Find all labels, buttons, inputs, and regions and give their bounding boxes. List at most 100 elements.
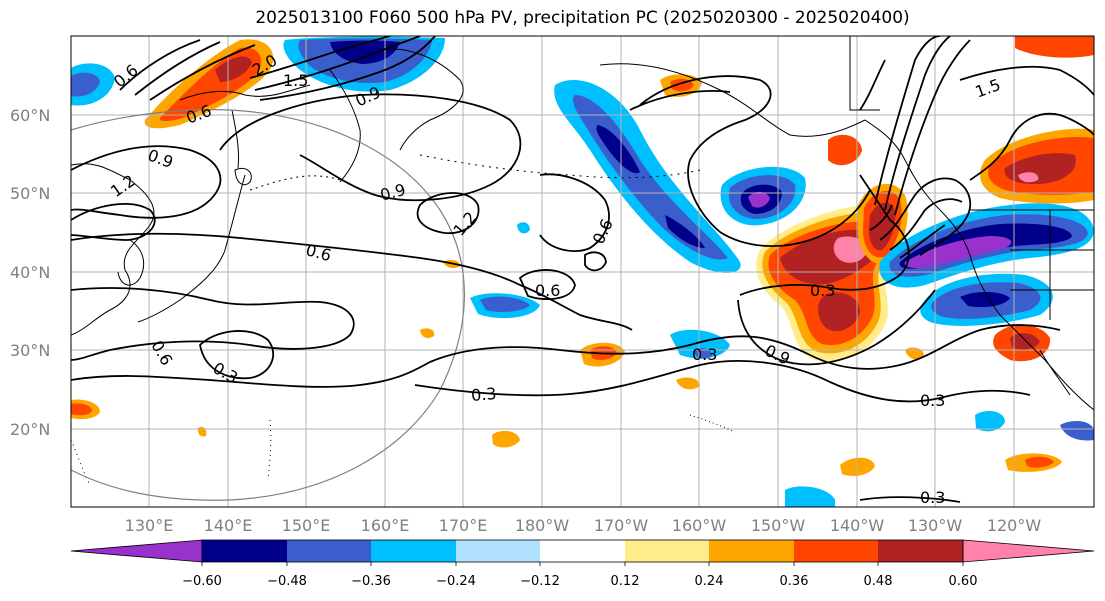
lat-tick-label: 20°N	[10, 420, 50, 439]
reference-circle	[71, 109, 465, 501]
colorbar-tick-label: −0.48	[267, 574, 307, 589]
pv-contour-0.6-east	[739, 174, 910, 296]
lon-tick-label: 160°W	[672, 516, 727, 535]
coast-alaska	[599, 63, 866, 137]
lon-tick-label: 150°W	[751, 516, 806, 535]
pos-cell-165e-n	[420, 328, 435, 338]
neg-nw-top-core	[330, 40, 400, 64]
pv-contour-trough-5	[889, 198, 963, 251]
pv-contour-0.3-s-east	[859, 496, 961, 503]
pv-contour-0.6-aleut	[539, 173, 610, 252]
lon-tick-label: 170°W	[594, 516, 649, 535]
neg-south-core	[960, 291, 1010, 308]
pos-ne-corner	[1015, 36, 1094, 58]
pos-canada-pink	[1018, 172, 1039, 183]
colorbar-segment	[202, 540, 287, 562]
colorbar-segment	[540, 540, 625, 562]
colorbar-segment	[287, 540, 371, 562]
neg-band-core	[596, 125, 640, 174]
coast-okhotsk	[179, 84, 311, 101]
pv-contours	[71, 36, 1094, 503]
pv-contour-trough-1	[874, 36, 941, 206]
coast-bc	[864, 119, 971, 256]
neg-cell-120w-s	[1060, 420, 1094, 441]
lon-tick-label: 150°E	[282, 516, 331, 535]
pv-contour-1.5-ne	[959, 65, 1094, 96]
pv-contour-1.2-west	[71, 203, 156, 241]
map-title: 2025013100 F060 500 hPa PV, precipitatio…	[255, 8, 910, 28]
pos-blob-140w-south-dark	[817, 292, 860, 332]
pos-cell-175w-s	[492, 430, 520, 448]
lon-tick-label: 160°E	[361, 516, 410, 535]
colorbar-tick-label: 0.60	[949, 574, 978, 589]
colorbar-tick-label: −0.36	[351, 574, 391, 589]
pv-contour-0.3-south	[414, 360, 1031, 403]
contour-label: 0.6	[535, 281, 560, 300]
contour-label: 0.3	[470, 384, 497, 405]
neg-coast-purple	[904, 236, 1012, 269]
lon-tick-label: 170°E	[439, 516, 488, 535]
colorbar-segment	[794, 540, 878, 562]
pv-contour-0.6-small	[584, 251, 607, 272]
coast-japan	[137, 174, 246, 323]
contour-label: 1.5	[283, 71, 308, 90]
pv-contour-0.3-alaska	[629, 89, 731, 111]
coast-sakhalin	[231, 109, 239, 169]
colorbar-segment	[709, 540, 794, 562]
pos-cell-160w-s	[676, 377, 700, 390]
pv-contour-0.3-sw	[199, 330, 274, 380]
coast-korea	[117, 239, 145, 286]
colorbar-extend-high	[962, 539, 1095, 563]
coast-kamchatka	[329, 69, 361, 183]
pos-cell-145w	[828, 134, 862, 166]
lat-axis: 20°N 30°N 40°N 50°N 60°N	[10, 106, 50, 439]
neg-band-core2	[665, 215, 705, 248]
lon-tick-label: 130°W	[908, 516, 963, 535]
colorbar-tick-label: −0.60	[182, 574, 222, 589]
colorbar-segment	[625, 540, 709, 562]
neg-nw-left-core	[71, 72, 100, 97]
coast-marianas	[267, 419, 272, 481]
pos-nw-core	[215, 56, 252, 82]
coast-siberia-ne	[379, 48, 464, 151]
coastlines	[71, 36, 1094, 486]
colorbar-tick-label: 0.24	[695, 574, 724, 589]
lat-tick-label: 30°N	[10, 341, 50, 360]
contour-label: 0.3	[692, 345, 717, 364]
colorbar-segment	[456, 540, 540, 562]
lon-tick-label: 180°W	[515, 516, 570, 535]
pos-blob-140w-pink	[833, 236, 868, 263]
colorbar-segment	[371, 540, 456, 562]
neg-cell-160w-s	[693, 348, 712, 359]
map-frame	[70, 35, 1095, 508]
pv-contour-0.9-west	[71, 145, 222, 219]
pos-cell-120w-s-core	[1025, 456, 1054, 468]
lat-tick-label: 60°N	[10, 106, 50, 125]
pos-sw-us-core	[1010, 333, 1040, 350]
pv-contour-nw-4	[249, 36, 391, 79]
pv-contour-0.6-mid	[71, 232, 633, 331]
precip-shading	[71, 36, 1094, 507]
pv-contour-0.6-west	[71, 287, 355, 361]
border-us-states	[1010, 210, 1094, 320]
pv-contour-0.6-loop	[518, 269, 576, 301]
pv-contour-0.9-top	[219, 93, 522, 202]
neg-cell-175e-core	[480, 296, 530, 313]
pv-contour-nw-1	[119, 39, 201, 91]
lon-tick-label: 140°E	[204, 516, 253, 535]
pv-contour-trough-2	[884, 36, 951, 211]
pv-contour-trough-6	[899, 224, 946, 259]
pv-contour-0.3-main	[71, 324, 1061, 388]
pv-contour-0.6-alaska	[639, 75, 871, 248]
pv-contour-nw-6	[259, 36, 436, 101]
colorbar-tick-label: 0.36	[780, 574, 809, 589]
pos-cell-130w-s	[905, 347, 924, 360]
neg-cell-125w-s	[975, 410, 1005, 432]
lat-tick-label: 40°N	[10, 263, 50, 282]
pos-coast-dark	[868, 202, 896, 251]
neg-cell-150w-s	[785, 486, 835, 507]
lon-tick-label: 130°E	[125, 516, 174, 535]
pv-contour-nw-5	[254, 36, 421, 91]
contour-label: 0.3	[920, 391, 945, 410]
